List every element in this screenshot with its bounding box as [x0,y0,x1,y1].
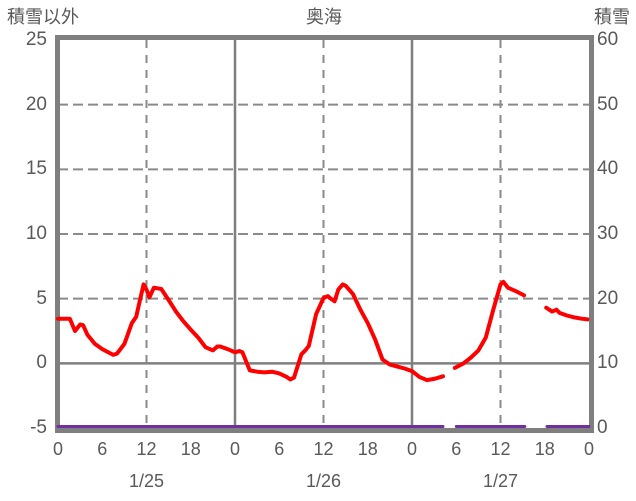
x-axis-tick: 0 [52,439,63,459]
date-label: 1/26 [305,471,342,491]
x-axis-tick: 12 [313,439,334,459]
right-axis-tick: 40 [597,158,619,180]
right-axis-tick: 50 [597,93,619,115]
right-axis-tick: 20 [597,287,619,309]
plot-border [55,35,594,433]
x-axis-tick: 18 [180,439,201,459]
date-label: 1/25 [128,471,165,491]
x-axis-tick: 0 [583,439,594,459]
date-label: 1/27 [482,471,519,491]
right-axis-title: 積雪 [594,7,630,27]
left-axis-tick: 20 [25,93,47,115]
left-axis-title: 積雪以外 [7,7,79,27]
x-axis-tick: 6 [97,439,108,459]
x-axis-tick: 0 [229,439,240,459]
chart-title: 奥海 [306,7,342,27]
series-temperature-other-than-snow [452,279,527,370]
left-axis-tick: 15 [25,158,47,180]
right-axis-tick: 60 [597,29,619,50]
series-temperature-other-than-snow [544,305,590,322]
x-axis-tick: 6 [274,439,285,459]
x-axis-tick: 12 [136,439,157,459]
x-axis-tick: 18 [357,439,378,459]
x-axis-tick: 0 [406,439,417,459]
x-axis-tick: 18 [534,439,555,459]
right-axis-tick: 10 [597,352,619,374]
left-axis-tick: 10 [25,223,47,244]
left-axis-tick: -5 [30,417,47,438]
x-axis-tick: 6 [451,439,462,459]
left-axis-tick: 0 [36,352,47,374]
left-axis-tick: 5 [36,287,47,309]
right-axis-tick: 30 [597,223,619,244]
left-axis-tick: 25 [25,29,47,50]
series-temperature-other-than-snow [56,282,445,383]
x-axis-tick: 12 [490,439,511,459]
right-axis-tick: 0 [597,417,608,438]
